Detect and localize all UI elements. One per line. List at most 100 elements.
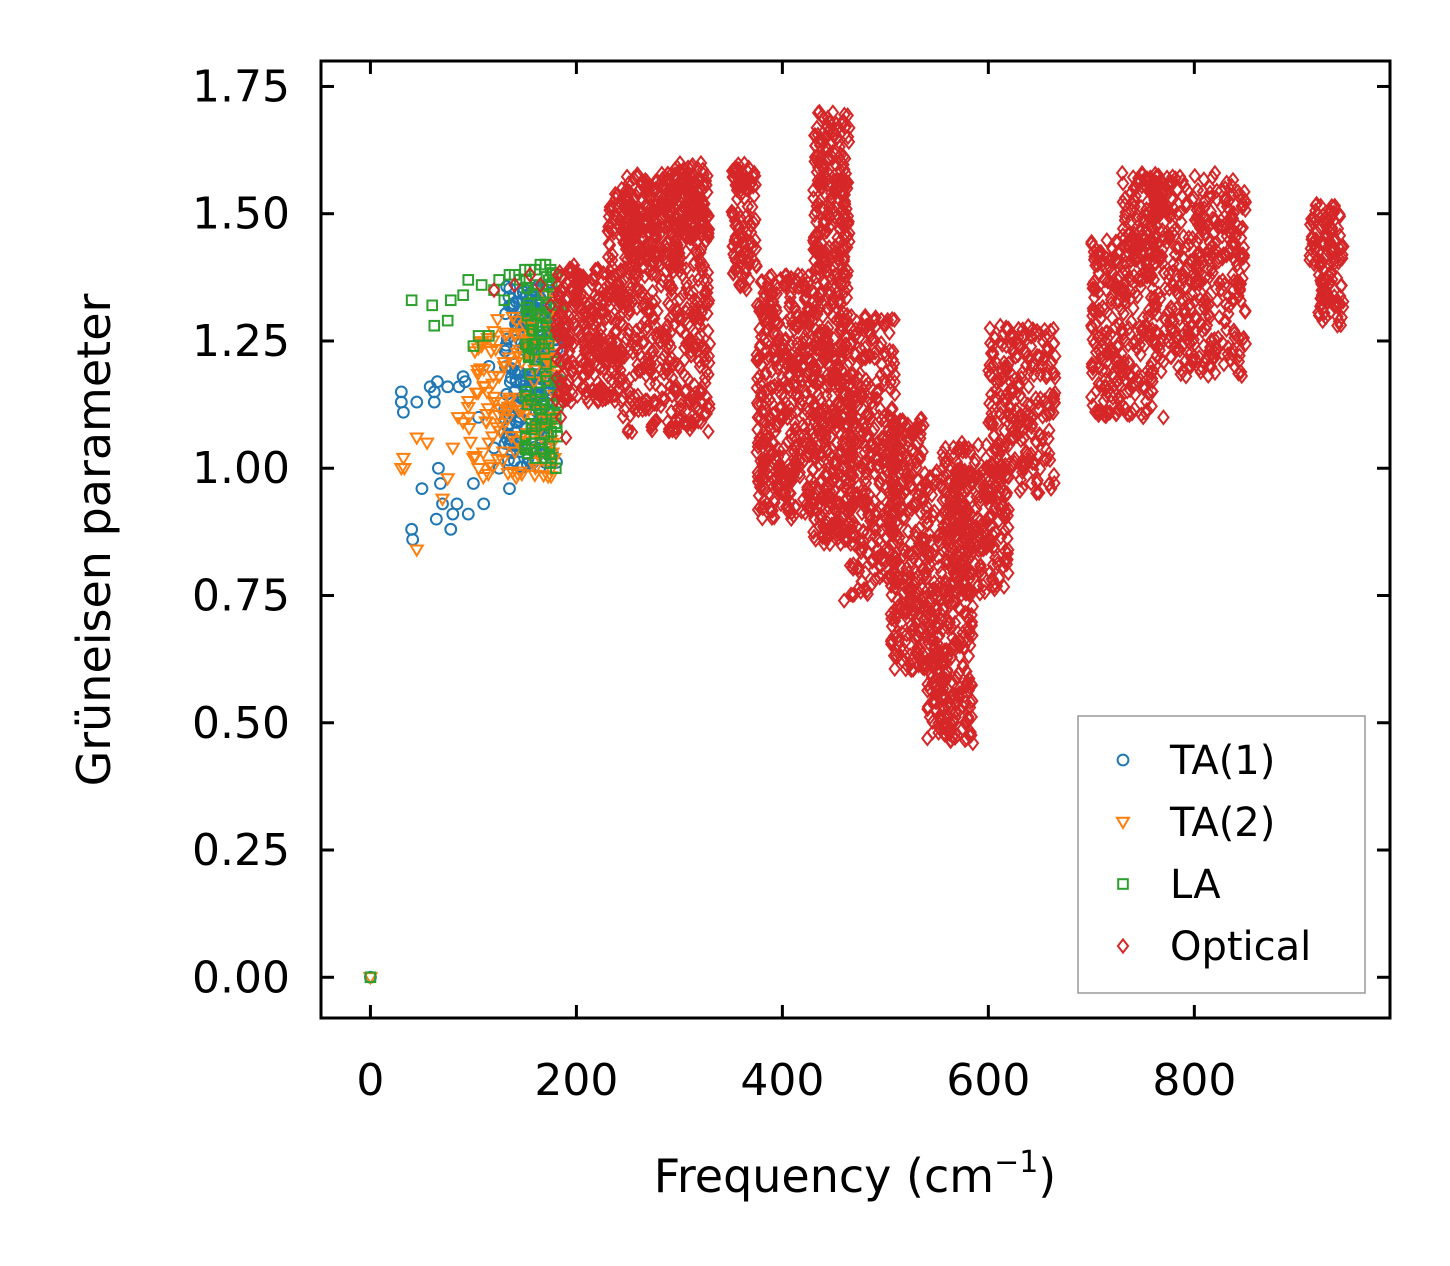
data-point xyxy=(857,580,871,598)
data-point xyxy=(760,322,774,340)
data-point xyxy=(1150,218,1164,235)
data-point xyxy=(729,252,743,269)
data-point xyxy=(945,673,959,690)
data-point xyxy=(1086,397,1100,414)
data-point xyxy=(691,294,705,311)
data-point xyxy=(627,170,641,187)
data-point xyxy=(758,286,772,303)
data-point xyxy=(757,492,771,509)
data-point xyxy=(406,533,420,546)
data-point xyxy=(566,362,580,380)
data-point xyxy=(808,439,822,457)
data-point xyxy=(1022,378,1036,395)
data-point xyxy=(1110,373,1123,391)
data-point xyxy=(881,461,894,478)
data-point xyxy=(553,263,567,281)
data-point xyxy=(1092,357,1106,375)
data-point xyxy=(937,602,950,619)
data-point xyxy=(895,449,909,466)
data-point xyxy=(814,373,828,390)
data-point xyxy=(1171,340,1184,358)
data-point xyxy=(875,411,888,429)
data-point xyxy=(1104,295,1118,312)
data-point xyxy=(495,446,512,460)
data-point xyxy=(1086,276,1100,293)
data-point xyxy=(891,627,905,645)
data-point xyxy=(784,485,797,502)
data-point xyxy=(609,366,623,384)
data-point xyxy=(831,444,845,461)
data-point xyxy=(662,420,676,438)
data-point xyxy=(997,354,1011,371)
data-point xyxy=(612,369,626,386)
data-point xyxy=(848,344,862,362)
data-point xyxy=(997,409,1010,427)
data-point xyxy=(662,273,676,291)
data-point xyxy=(674,321,688,338)
data-point xyxy=(877,408,891,425)
data-point xyxy=(1238,191,1252,209)
data-point xyxy=(749,176,762,194)
data-point xyxy=(644,355,658,373)
data-point xyxy=(822,446,836,463)
data-point xyxy=(931,652,945,669)
data-point xyxy=(1118,189,1132,207)
data-point xyxy=(1161,303,1175,321)
data-point xyxy=(691,218,705,236)
data-point xyxy=(992,512,1006,529)
data-point xyxy=(858,310,872,327)
data-point xyxy=(742,271,756,288)
data-point xyxy=(1092,403,1106,420)
data-point xyxy=(616,315,629,333)
data-point xyxy=(592,281,606,298)
data-point xyxy=(427,395,441,409)
data-point xyxy=(534,403,546,416)
data-point xyxy=(1131,288,1144,305)
data-point xyxy=(1223,297,1236,315)
data-point xyxy=(999,319,1013,336)
data-point xyxy=(890,607,904,625)
data-point xyxy=(905,497,919,514)
data-point xyxy=(837,248,851,266)
data-point xyxy=(1086,302,1100,320)
data-point xyxy=(415,482,429,495)
data-point xyxy=(951,688,965,705)
data-point xyxy=(921,547,935,565)
data-point xyxy=(1150,244,1164,261)
data-point xyxy=(677,161,690,178)
data-point xyxy=(809,321,822,339)
data-point xyxy=(956,720,970,737)
data-point xyxy=(809,268,822,286)
data-point xyxy=(1216,334,1229,352)
data-point xyxy=(993,483,1007,501)
data-point xyxy=(470,463,487,477)
data-point xyxy=(925,668,939,686)
data-point xyxy=(866,436,880,453)
data-point xyxy=(924,666,938,683)
data-point xyxy=(594,359,608,376)
data-point xyxy=(673,306,686,324)
data-point xyxy=(1119,254,1133,271)
data-point xyxy=(687,256,700,274)
data-point xyxy=(669,423,683,441)
data-point xyxy=(1033,460,1047,478)
data-point xyxy=(910,541,924,559)
data-point xyxy=(1114,358,1128,376)
data-point xyxy=(701,322,715,340)
data-point xyxy=(912,535,926,552)
data-point xyxy=(825,290,839,308)
data-point xyxy=(1208,364,1222,382)
data-point xyxy=(496,361,513,375)
data-point xyxy=(1125,405,1139,422)
data-point xyxy=(832,209,846,226)
data-point xyxy=(737,244,750,261)
data-point xyxy=(894,499,908,517)
data-point xyxy=(1135,178,1149,195)
data-point xyxy=(1147,291,1161,308)
data-point xyxy=(581,359,594,377)
data-point xyxy=(626,293,639,311)
data-point xyxy=(1185,192,1199,209)
data-point xyxy=(815,199,829,217)
data-point xyxy=(578,378,592,396)
data-point xyxy=(667,255,681,273)
